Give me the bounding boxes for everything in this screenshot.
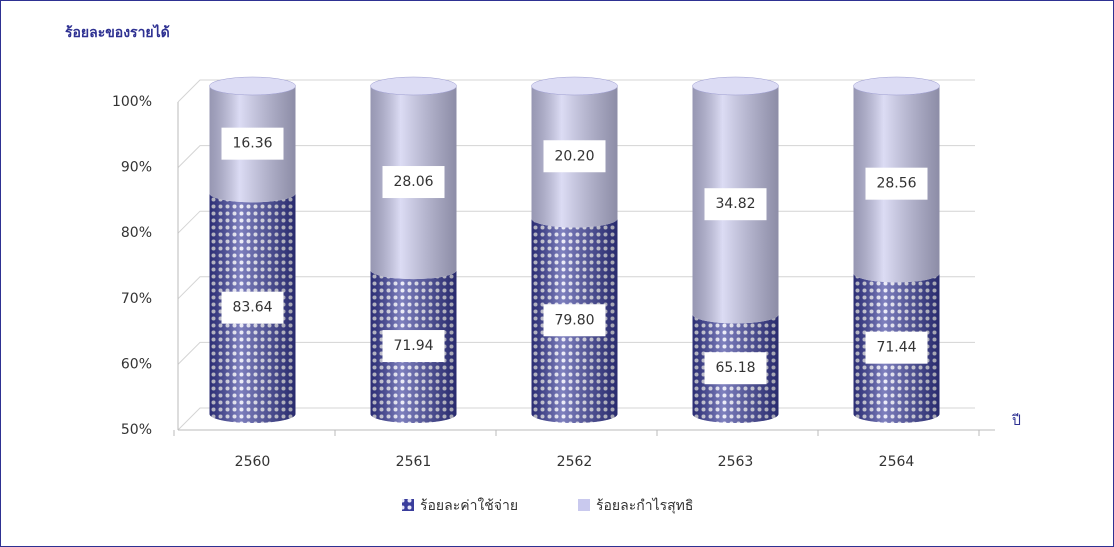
legend-label: ร้อยละกำไรสุทธิ [596,497,693,514]
label-box [382,330,445,363]
label-box [382,166,445,199]
x-tick-label: 2560 [235,454,271,470]
label-box [704,352,767,385]
data-label: 65.18 [715,360,755,376]
label-box [221,127,284,160]
legend-swatch [578,499,590,511]
label-box [865,331,928,364]
y-tick-label: 90% [121,160,152,176]
y-tick-label: 50% [121,422,152,438]
label-box [221,291,284,324]
x-tick-label: 2563 [718,454,754,470]
cylinder-top [209,76,296,96]
chart-title: ร้อยละของรายได้ [65,23,170,41]
y-tick-label: 60% [121,356,152,372]
y-tick-label: 100% [112,94,152,110]
label-box [543,140,606,173]
legend-swatch [402,499,414,511]
x-axis-label: ปี [1012,413,1021,429]
cylinder-top [692,76,779,96]
data-label: 34.82 [715,196,755,212]
y-tick-label: 80% [121,225,152,241]
data-label: 71.44 [876,340,916,356]
cylinder-top [531,76,618,96]
data-label: 16.36 [232,136,272,152]
x-tick-label: 2562 [557,454,593,470]
cylinder-top [370,76,457,96]
data-label: 71.94 [393,338,433,354]
cylinder-top [853,76,940,96]
data-label: 28.56 [876,176,916,192]
data-label: 79.80 [554,312,594,328]
data-label: 28.06 [393,174,433,190]
label-box [543,304,606,337]
x-tick-label: 2564 [879,454,915,470]
data-label: 83.64 [232,300,272,316]
legend-label: ร้อยละค่าใช้จ่าย [420,497,518,514]
data-label: 20.20 [554,148,594,164]
label-box [704,188,767,221]
label-box [865,167,928,200]
x-tick-label: 2561 [396,454,432,470]
y-tick-label: 70% [121,291,152,307]
